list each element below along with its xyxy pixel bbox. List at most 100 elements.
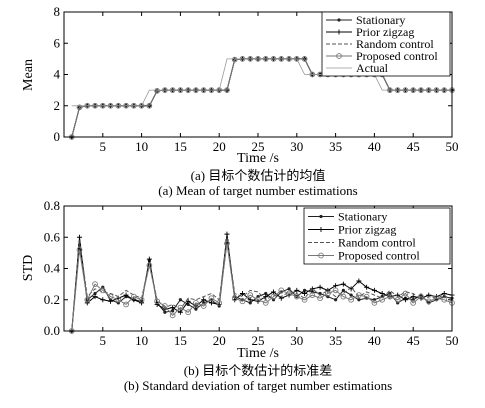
std-point-prior-zigzag <box>371 287 377 293</box>
mean-x-tick-label: 10 <box>135 139 148 154</box>
chart-std: 5 10 15 20 25 30 35 40 45 50 0.0 0.2 0.4 0.6 0.8 STD T… <box>21 198 459 393</box>
std-point-prior-zigzag <box>317 284 323 290</box>
std-point-proposed-control <box>293 293 300 300</box>
std-legend-marker-prior-zigzag <box>318 227 324 232</box>
std-point-prior-zigzag <box>410 294 416 300</box>
mean-x-tick-label: 40 <box>368 139 381 154</box>
mean-x-tick-label: 20 <box>213 139 226 154</box>
std-point-proposed-control <box>402 290 409 297</box>
std-point-proposed-control <box>286 290 292 297</box>
mean-legend-box <box>321 11 451 77</box>
std-point-proposed-control <box>76 246 83 253</box>
std-point-stationary <box>178 298 182 302</box>
std-point-proposed-control <box>348 296 354 303</box>
mean-legend-label-prior-zigzag: Prior zigzag <box>356 25 414 39</box>
mean-y-tick-label: 4 <box>54 67 61 82</box>
std-point-proposed-control <box>433 295 440 302</box>
mean-x-tick-label: 35 <box>329 139 342 154</box>
std-point-stationary <box>93 291 97 296</box>
mean-grid-layer: 5 10 15 20 25 30 35 40 45 50 0 2 4 6 8 <box>54 4 459 154</box>
std-legend-marker-stationary <box>319 214 323 219</box>
std-point-proposed-control <box>340 293 347 300</box>
std-point-stationary <box>264 291 268 296</box>
mean-point-proposed-control <box>224 87 230 93</box>
std-legend-box <box>303 207 451 265</box>
std-point-prior-zigzag <box>139 300 145 306</box>
std-x-tick-label: 35 <box>329 333 342 348</box>
mean-x-axis-label: Time /s <box>237 151 279 166</box>
mean-caption-zh: (a) 目标个数估计的均值 <box>191 168 326 183</box>
std-point-prior-zigzag <box>356 278 362 284</box>
std-point-proposed-control <box>394 296 401 303</box>
std-point-proposed-control <box>99 287 106 294</box>
std-point-proposed-control <box>387 293 393 300</box>
std-y-tick-label: 0.2 <box>44 292 60 307</box>
std-point-proposed-control <box>239 298 246 305</box>
mean-plot-frame <box>63 11 453 138</box>
std-y-tick-label: 0.4 <box>44 261 61 276</box>
std-point-proposed-control <box>84 296 91 303</box>
std-point-proposed-control <box>162 303 168 309</box>
std-point-proposed-control <box>379 296 386 303</box>
std-point-proposed-control <box>425 298 432 305</box>
std-point-stationary <box>334 298 338 302</box>
std-point-stationary <box>287 287 291 291</box>
std-point-prior-zigzag <box>77 234 83 240</box>
mean-legend-label-actual: Actual <box>356 61 389 75</box>
std-point-proposed-control <box>309 292 316 298</box>
std-legend-label-prior-zigzag: Prior zigzag <box>338 223 396 237</box>
std-point-proposed-control <box>231 295 238 302</box>
std-x-tick-label: 15 <box>174 333 187 348</box>
std-point-proposed-control <box>193 300 199 306</box>
std-point-stationary <box>186 302 190 307</box>
mean-legend-marker-prior-zigzag <box>336 29 342 35</box>
std-point-stationary <box>163 310 167 314</box>
mean-y-axis-label: Mean <box>21 59 36 91</box>
std-point-proposed-control <box>177 304 184 311</box>
std-point-proposed-control <box>208 295 215 302</box>
std-point-prior-zigzag <box>208 300 214 306</box>
mean-x-tick-label: 5 <box>100 139 107 154</box>
std-point-prior-zigzag <box>239 291 245 296</box>
mean-point-proposed-control <box>301 56 308 62</box>
mean-series-actual <box>71 58 452 107</box>
mean-y-tick-label: 8 <box>54 4 61 19</box>
std-point-stationary <box>341 288 345 292</box>
mean-point-proposed-control <box>154 88 160 94</box>
std-point-proposed-control <box>255 296 261 303</box>
std-x-tick-label: 5 <box>100 333 107 348</box>
std-point-prior-zigzag <box>294 287 300 293</box>
std-point-prior-zigzag <box>402 297 408 303</box>
std-point-stationary <box>357 298 361 302</box>
std-point-proposed-control <box>363 293 370 300</box>
mean-legend-marker-proposed-control <box>336 53 342 59</box>
mean-y-tick-label: 2 <box>54 98 61 113</box>
std-point-prior-zigzag <box>263 294 269 300</box>
std-point-proposed-control <box>169 312 176 319</box>
std-point-proposed-control <box>216 300 223 306</box>
mean-x-tick-label: 15 <box>174 139 187 154</box>
mean-x-tick-label: 25 <box>252 139 265 154</box>
std-point-prior-zigzag <box>92 294 98 300</box>
std-point-proposed-control <box>441 296 448 303</box>
mean-y-tick-label: 6 <box>54 35 61 50</box>
std-point-stationary <box>248 301 252 305</box>
std-point-prior-zigzag <box>224 231 230 237</box>
mean-caption-en: (a) Mean of target number estimations <box>158 183 357 198</box>
std-x-tick-label: 20 <box>213 333 226 348</box>
mean-x-tick-label: 45 <box>407 139 420 154</box>
std-point-proposed-control <box>356 292 362 298</box>
std-point-prior-zigzag <box>302 291 308 296</box>
std-x-tick-label: 45 <box>407 333 420 348</box>
std-x-tick-label: 30 <box>290 333 303 348</box>
std-point-prior-zigzag <box>170 305 176 311</box>
std-point-proposed-control <box>146 262 153 269</box>
mean-x-tick-label: 50 <box>446 139 459 154</box>
std-grid-layer: 5 10 15 20 25 30 35 40 45 50 0.0 0.2 0.4 0.6 0.8 <box>44 198 459 348</box>
std-series-layer <box>68 231 455 334</box>
std-point-proposed-control <box>278 287 285 294</box>
std-legend-label-stationary: Stationary <box>338 210 387 224</box>
std-caption-en: (b) Standard deviation of target number … <box>124 378 392 393</box>
std-point-prior-zigzag <box>84 300 90 306</box>
